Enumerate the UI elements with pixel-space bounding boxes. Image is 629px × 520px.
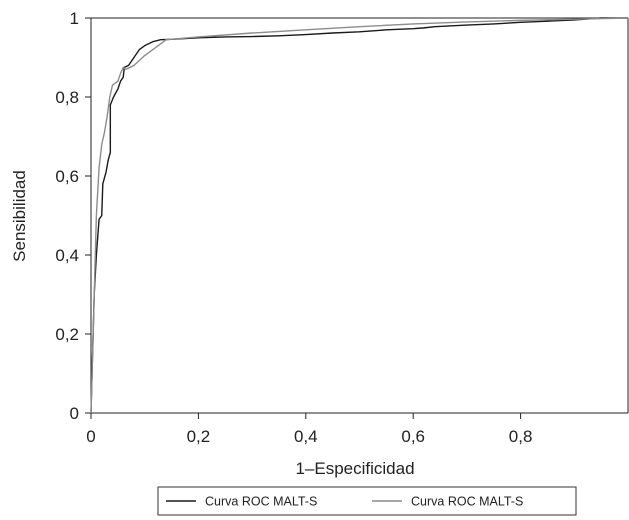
x-tick-label: 0,2 bbox=[187, 427, 211, 446]
roc-series-line-2 bbox=[90, 17, 629, 414]
x-tick-label: 0,6 bbox=[401, 427, 425, 446]
roc-series-line-1 bbox=[90, 17, 628, 414]
y-tick-label: 0,6 bbox=[55, 167, 79, 186]
y-axis-title: Sensibilidad bbox=[10, 170, 29, 262]
y-tick-label: 0 bbox=[70, 404, 79, 423]
x-tick-label: 0,8 bbox=[509, 427, 533, 446]
y-tick-label: 0,2 bbox=[55, 325, 79, 344]
legend-label-2: Curva ROC MALT-S bbox=[411, 495, 523, 509]
x-tick-label: 0 bbox=[86, 427, 95, 446]
y-tick-label: 0,8 bbox=[55, 88, 79, 107]
legend-box bbox=[157, 486, 577, 516]
legend-label-1: Curva ROC MALT-S bbox=[205, 495, 317, 509]
y-tick-label: 1 bbox=[70, 9, 79, 28]
y-tick-label: 0,4 bbox=[55, 246, 79, 265]
x-axis-title: 1–Especificidad bbox=[295, 459, 414, 478]
x-tick-label: 0,4 bbox=[294, 427, 318, 446]
